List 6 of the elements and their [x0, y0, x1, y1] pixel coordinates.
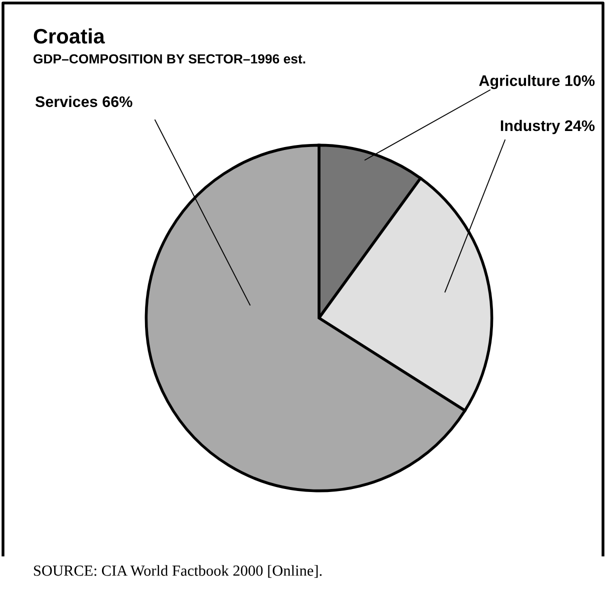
source-note: SOURCE: CIA World Factbook 2000 [Online].	[34, 565, 322, 578]
slice-label: Agriculture 10%	[479, 74, 595, 90]
chart-title: Croatia	[34, 28, 105, 44]
slice-label: Services 66%	[35, 96, 132, 108]
slice-label: Industry 24%	[500, 120, 595, 134]
chart-subtitle: GDP–COMPOSITION BY SECTOR–1996 est.	[34, 54, 306, 64]
